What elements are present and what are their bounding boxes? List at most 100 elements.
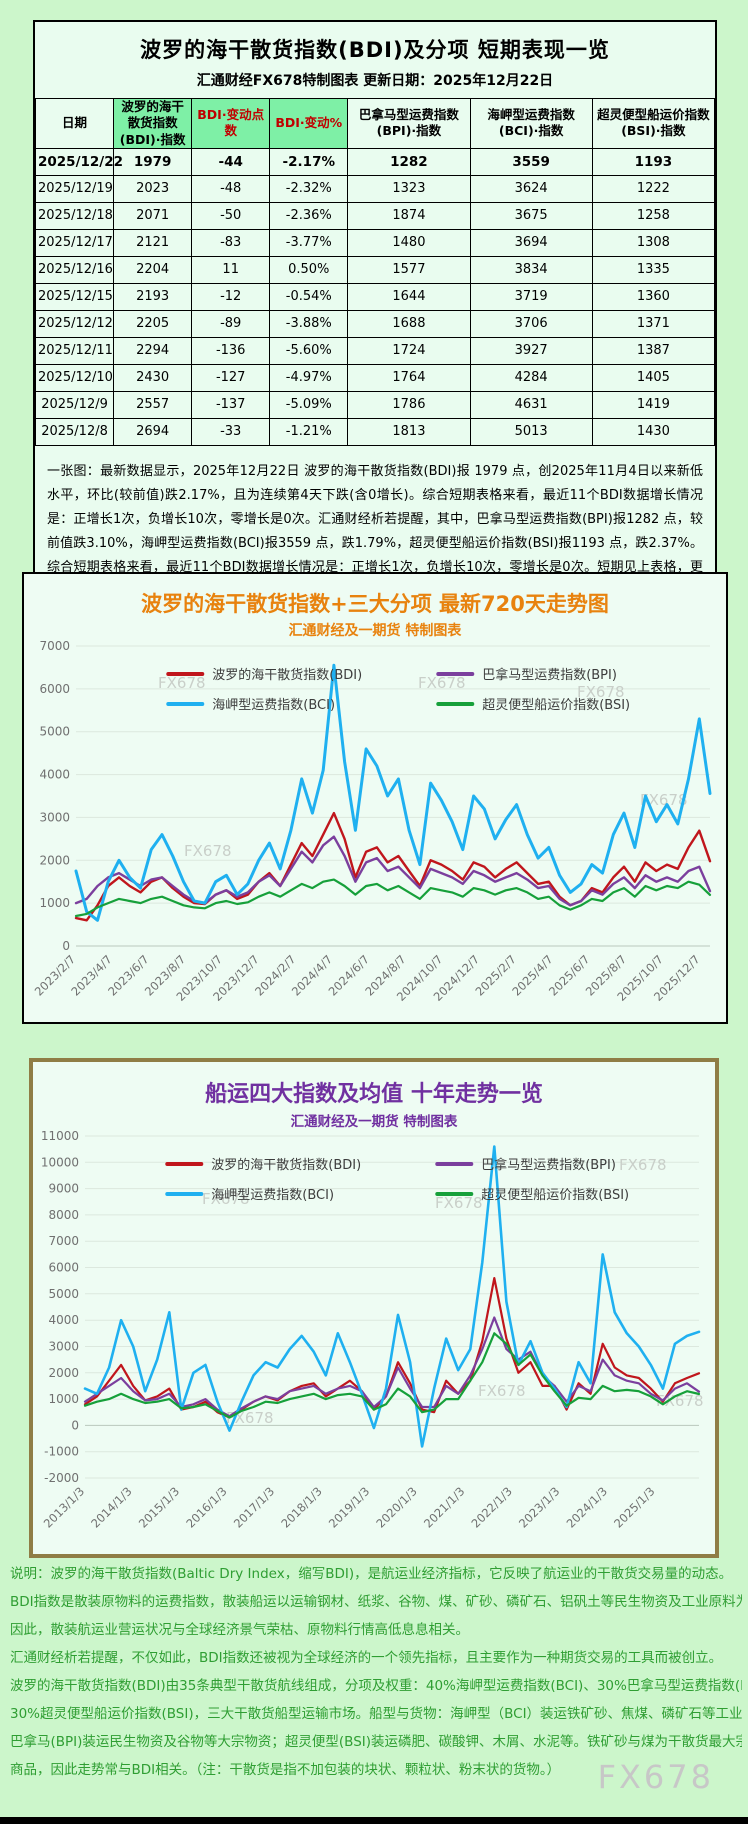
table-cell: -0.54% [269, 282, 349, 311]
series-line-2 [74, 663, 712, 922]
table-cell: 2025/12/8 [34, 417, 115, 446]
table-cell: 1258 [591, 201, 716, 230]
y-tick-label: 4000 [39, 768, 70, 782]
chart-watermark: FX678 [619, 1156, 667, 1174]
table-cell: -137 [191, 390, 271, 419]
table-cell: 2025/12/19 [34, 174, 115, 203]
legend-label: 波罗的海干散货指数(BDI) [212, 668, 363, 683]
series-line-1 [83, 1316, 701, 1418]
table-cell: 1222 [591, 174, 716, 203]
legend-item: 巴拿马型运费指数(BPI) [436, 664, 630, 683]
footnote-line: 说明：波罗的海干散货指数(Baltic Dry Index，缩写BDI)，是航运… [10, 1566, 733, 1582]
x-tick-label: 2018/1/3 [278, 1484, 324, 1530]
legend-line-swatch [435, 1191, 474, 1196]
table-row: 2025/12/16 2204 11 0.50% 1577 3834 1335 [34, 255, 716, 284]
chart-10y-subtitle: 汇通财经及一期货 特制图表 [290, 1114, 458, 1130]
table-row: 2025/12/17 2121 -83 -3.77% 1480 3694 1308 [34, 228, 716, 257]
table-cell: 1874 [347, 201, 471, 230]
table-row: 2025/12/8 2694 -33 -1.21% 1813 5013 1430 [34, 417, 716, 446]
table-cell: 1764 [347, 363, 471, 392]
x-tick-label: 2013/1/3 [41, 1484, 87, 1530]
footnote-line: 30%超灵便型船运价指数(BSI)，三大干散货船型运输市场。船型与货物：海岬型（… [10, 1706, 742, 1722]
table-cell: 2430 [113, 363, 193, 392]
y-tick-label: 7000 [48, 1234, 79, 1248]
table-cell: 1430 [591, 417, 716, 446]
footnote-line: 巴拿马(BPI)装运民生物资及谷物等大宗物资；超灵便型(BSI)装运磷肥、碳酸钾… [10, 1734, 742, 1750]
x-tick-label: 2024/1/3 [564, 1484, 610, 1530]
legend-item: 超灵便型船运价指数(BSI) [435, 1184, 629, 1203]
header-cell: 日期 [34, 98, 115, 149]
legend-label: 超灵便型船运价指数(BSI) [482, 698, 631, 713]
y-tick-label: 10000 [41, 1155, 79, 1169]
table-cell: 4284 [469, 363, 593, 392]
table-cell: 1724 [347, 336, 471, 365]
footnote-line: BDI指数是散装原物料的运费指数，散装船运以运输钢材、纸浆、谷物、煤、矿砂、磷矿… [10, 1594, 742, 1610]
chart-720-section: 波罗的海干散货指数+三大分项 最新720天走势图 汇通财经及一期货 特制图表 波… [22, 572, 728, 1024]
table-cell: 2023 [113, 174, 193, 203]
table-subtitle: 汇通财经FX678特制图表 更新日期：2025年12月22日 [196, 73, 554, 89]
table-cell: 2071 [113, 201, 193, 230]
x-tick-label: 2020/1/3 [373, 1484, 419, 1530]
legend-line-swatch [166, 701, 205, 706]
legend-item: 巴拿马型运费指数(BPI) [435, 1154, 629, 1173]
y-tick-label: 4000 [48, 1313, 79, 1327]
table-cell: 1360 [591, 282, 716, 311]
legend-label: 海岬型运费指数(BCI) [212, 698, 336, 713]
header-cell: BDI·变动% [269, 98, 349, 149]
table-cell: 1335 [591, 255, 716, 284]
legend-label: 巴拿马型运费指数(BPI) [481, 1158, 616, 1173]
x-tick-label: 2025/1/3 [611, 1484, 657, 1530]
table-cell: 1644 [347, 282, 471, 311]
table-row: 2025/12/10 2430 -127 -4.97% 1764 4284 1405 [34, 363, 716, 392]
table-cell: 1387 [591, 336, 716, 365]
y-tick-label: 6000 [39, 682, 70, 696]
x-tick-label: 2014/1/3 [88, 1484, 134, 1530]
table-cell: 2025/12/10 [34, 363, 115, 392]
y-tick-label: 11000 [41, 1130, 79, 1143]
y-tick-label: 3000 [48, 1340, 79, 1354]
table-cell: 3624 [469, 174, 593, 203]
series-line-1 [74, 835, 712, 907]
table-cell: 5013 [469, 417, 593, 446]
table-cell: 2121 [113, 228, 193, 257]
chart-720-title: 波罗的海干散货指数+三大分项 最新720天走势图 [141, 592, 609, 616]
chart-10y-section: 船运四大指数及均值 十年走势一览 汇通财经及一期货 特制图表 波罗的海干散货指数… [29, 1058, 719, 1558]
table-cell: 2025/12/9 [34, 390, 115, 419]
table-cell: 1480 [347, 228, 471, 257]
table-cell: 11 [191, 255, 271, 284]
table-row: 2025/12/19 2023 -48 -2.32% 1323 3624 1222 [34, 174, 716, 203]
chart-watermark: FX678 [418, 674, 466, 692]
table-cell: 2694 [113, 417, 193, 446]
footnote-line: 波罗的海干散货指数(BDI)由35条典型干散货航线组成，分项及权重：40%海岬型… [10, 1678, 742, 1694]
y-tick-label: 9000 [48, 1182, 79, 1196]
chart-720-wrap: 波罗的海干散货指数(BDI) 巴拿马型运费指数(BPI) 海岬型运费指数(BCI) 超… [24, 640, 726, 1022]
x-tick-label: 2021/1/3 [421, 1484, 467, 1530]
legend-line-swatch [166, 671, 205, 676]
chart-720-legend: 波罗的海干散货指数(BDI) 巴拿马型运费指数(BPI) 海岬型运费指数(BCI) 超… [166, 664, 630, 713]
chart-10y-wrap: 波罗的海干散货指数(BDI) 巴拿马型运费指数(BPI) 海岬型运费指数(BCI) 超… [33, 1130, 715, 1554]
table-cell: 3706 [469, 309, 593, 338]
legend-item: 波罗的海干散货指数(BDI) [166, 664, 362, 683]
table-cell: 2025/12/22 [34, 147, 123, 176]
y-tick-label: -2000 [44, 1471, 79, 1485]
table-row: 2025/12/11 2294 -136 -5.60% 1724 3927 1387 [34, 336, 716, 365]
header-cell: BDI·变动点数 [191, 98, 271, 149]
legend-item: 超灵便型船运价指数(BSI) [436, 694, 630, 713]
fx678-watermark: FX678 [597, 1758, 714, 1796]
chart-watermark: FX678 [184, 842, 232, 860]
table-cell: 1419 [591, 390, 716, 419]
y-tick-label: 8000 [48, 1208, 79, 1222]
table-cell: 3719 [469, 282, 593, 311]
table-cell: 2025/12/16 [34, 255, 115, 284]
y-tick-label: 2000 [48, 1366, 79, 1380]
footnote-line: 汇通财经析若提醒，不仅如此，BDI指数还被视为全球经济的一个领先指标，且主要作为… [10, 1650, 723, 1666]
table-row: 2025/12/12 2205 -89 -3.88% 1688 3706 1371 [34, 309, 716, 338]
chart-10y-title: 船运四大指数及均值 十年走势一览 [205, 1082, 543, 1107]
table-row: 2025/12/18 2071 -50 -2.36% 1874 3675 1258 [34, 201, 716, 230]
legend-line-swatch [165, 1191, 204, 1196]
table-cell: 1282 [347, 147, 471, 176]
legend-line-swatch [435, 1161, 474, 1166]
table-cell: -3.77% [269, 228, 349, 257]
table-head: 日期 波罗的海干散货指数(BDI)·指数 BDI·变动点数 BDI·变动% 巴拿马型运费… [34, 98, 716, 149]
